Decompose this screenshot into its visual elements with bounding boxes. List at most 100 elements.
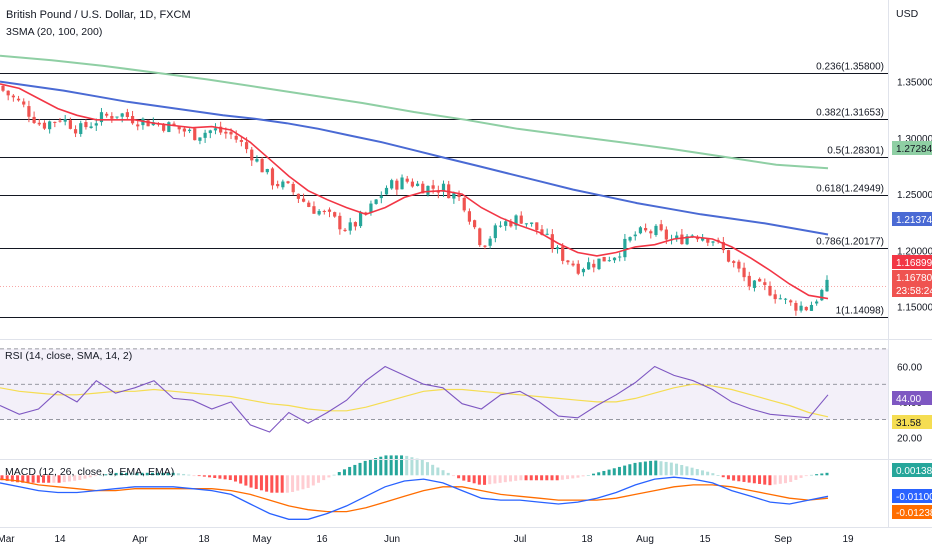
macd-histogram-bar (716, 475, 720, 477)
candle-body (11, 95, 15, 98)
macd-histogram-bar (239, 475, 243, 484)
macd-histogram-bar (799, 475, 803, 478)
candle-body (276, 184, 280, 187)
macd-histogram-bar (571, 475, 575, 479)
macd-histogram-bar (10, 475, 14, 482)
candle-body (301, 198, 306, 202)
macd-histogram-bar (778, 475, 782, 484)
candle-body (53, 121, 57, 123)
macd-histogram-bar (187, 474, 191, 476)
candle-body (296, 193, 300, 199)
macd-histogram-bar (623, 465, 627, 476)
macd-histogram-bar (337, 472, 341, 476)
macd-histogram-bar (514, 475, 518, 481)
macd-histogram-bar (67, 475, 71, 482)
macd-histogram-bar (389, 455, 393, 476)
candle-body (379, 195, 383, 199)
candle-body (602, 256, 606, 262)
macd-histogram-bar (503, 475, 507, 483)
macd-histogram-bar (83, 475, 87, 479)
candle-body (177, 125, 181, 130)
candle-body (758, 278, 762, 282)
macd-histogram-bar (197, 475, 201, 477)
macd-histogram-bar (363, 460, 367, 476)
macd-histogram-bar (669, 462, 673, 476)
macd-histogram-bar (586, 474, 590, 476)
candle-body (638, 227, 643, 234)
candle-body (22, 101, 26, 105)
candle-body (390, 180, 394, 189)
macd-histogram-bar (457, 475, 461, 479)
candle-body (524, 223, 529, 225)
price-label-bg (892, 141, 932, 155)
time-tick-label: Sep (774, 534, 792, 545)
macd-histogram-bar (327, 475, 331, 478)
candle-body (115, 116, 119, 118)
macd-histogram-bar (16, 475, 20, 483)
macd-histogram-bar (301, 475, 305, 490)
fib-level-label: 0.236(1.35800) (816, 62, 884, 73)
macd-histogram-bar (794, 475, 798, 480)
candle-body (509, 221, 513, 227)
macd-histogram-bar (519, 475, 523, 481)
price-label: 1.16780 (896, 273, 932, 284)
candle-body (244, 142, 249, 150)
macd-histogram-bar (446, 472, 450, 476)
macd-histogram-bar (420, 459, 424, 476)
macd-histogram-bar (617, 466, 621, 476)
macd-histogram-bar (218, 475, 222, 479)
macd-histogram-bar (161, 472, 165, 476)
rsi-line (0, 365, 829, 433)
candle-body (685, 236, 689, 245)
macd-histogram-bar (809, 474, 813, 476)
candle-body (307, 202, 311, 207)
price-label: 1.21374 (896, 215, 932, 226)
time-tick-label: 19 (842, 534, 854, 545)
candle-body (281, 181, 285, 188)
macd-histogram-bar (804, 475, 808, 477)
candle-body (441, 183, 446, 192)
candle-body (488, 238, 492, 246)
macd-histogram-bar (291, 475, 295, 492)
candle-body (343, 229, 347, 232)
macd-hist-label: 0.00138 (896, 466, 932, 477)
candle-body (32, 116, 36, 123)
candle-body (732, 261, 736, 263)
candle-body (317, 210, 321, 215)
macd-histogram-bar (130, 472, 134, 476)
macd-histogram-bar (78, 475, 82, 480)
macd-histogram-bar (711, 473, 715, 476)
macd-histogram-bar (254, 475, 258, 489)
candle-body (654, 225, 658, 236)
macd-histogram-bar (202, 475, 206, 477)
macd-histogram-bar (425, 462, 429, 476)
candle-body (618, 256, 622, 258)
rsi-value-label: 44.00 (896, 394, 921, 405)
sma200-line (0, 54, 829, 170)
macd-histogram-bar (36, 475, 40, 483)
macd-histogram-bar (597, 472, 601, 476)
time-tick-label: Jun (384, 534, 400, 545)
candle-body (633, 234, 637, 237)
candle-body (94, 123, 98, 126)
candle-body (478, 228, 482, 246)
macd-histogram-bar (280, 475, 284, 493)
candle-body (747, 275, 751, 287)
candle-body (353, 222, 358, 227)
macd-histogram-bar (529, 475, 533, 481)
fib-level-label: 1(1.14098) (836, 306, 884, 317)
fib-level-label: 0.5(1.28301) (827, 146, 884, 157)
macd-histogram-bar (208, 475, 212, 478)
macd-histogram-bar (550, 475, 554, 481)
macd-histogram-bar (783, 475, 787, 484)
candle-body (1, 85, 5, 91)
macd-histogram-bar (737, 475, 741, 482)
macd-histogram-bar (374, 458, 378, 476)
candle-body (711, 241, 715, 243)
candle-body (825, 279, 829, 292)
candle-body (783, 298, 788, 300)
macd-histogram-bar (763, 475, 767, 485)
candle-body (198, 137, 202, 141)
macd-histogram-bar (706, 471, 710, 476)
candle-body (291, 183, 295, 193)
